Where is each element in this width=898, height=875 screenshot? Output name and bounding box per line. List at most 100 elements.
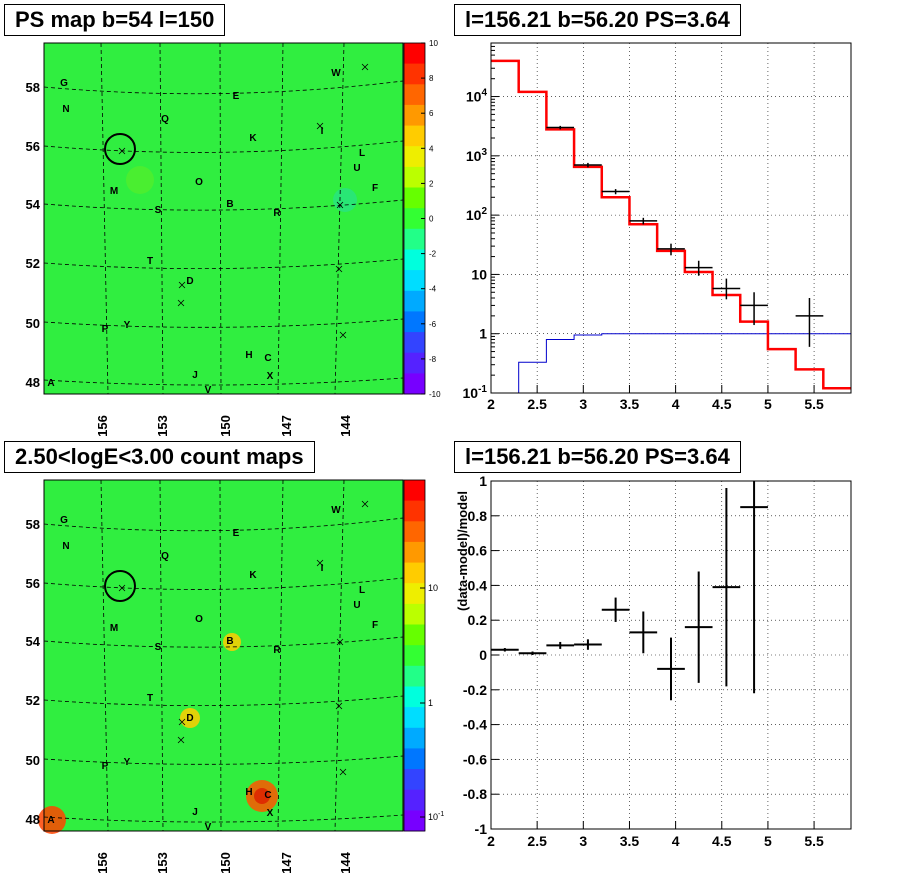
colorbar-segment (404, 352, 425, 374)
source-marker (336, 201, 344, 209)
y-tick-label: 56 (26, 139, 40, 154)
y-tick-label: 0.2 (468, 612, 488, 628)
source-label-L: L (359, 585, 365, 596)
source-label-Y: Y (124, 320, 131, 331)
colorbar-tick-label: 10 (428, 583, 438, 593)
graticule-longitude (277, 42, 284, 395)
colorbar-segment (404, 146, 425, 168)
x-tick-label: 150 (218, 415, 233, 437)
spectrum-plot: 2 2.5 3 3.5 4 4.5 5 5.5 10-1 1 10 102 103 104 (463, 42, 852, 412)
x-tick-label: 150 (218, 852, 233, 874)
plot-frame (490, 42, 852, 394)
colorbar-segment (404, 583, 425, 605)
colorbar-tick-label: 0 (429, 215, 434, 224)
spectrum-title: l=156.21 b=56.20 PS=3.64 (454, 4, 741, 36)
source-label-J: J (192, 807, 198, 818)
y-tick-label: 54 (26, 634, 41, 649)
y-tick-label: -0.6 (463, 751, 487, 767)
colorbar-segment (404, 603, 425, 625)
colorbar-segment (404, 290, 425, 312)
y-tick-label: 50 (26, 316, 40, 331)
graticule-longitude (277, 479, 284, 832)
source-label-A: A (47, 378, 54, 389)
y-tick-label: 0.8 (468, 508, 488, 524)
source-label-E: E (233, 91, 240, 102)
graticule-longitude (334, 42, 345, 395)
x-tick-label: 3.5 (620, 833, 640, 849)
spectrum-panel: 2 2.5 3 3.5 4 4.5 5 5.5 10-1 1 10 102 103 104 (463, 42, 852, 412)
colorbar-segment (404, 270, 425, 292)
source-marker (361, 63, 369, 71)
x-tick-label: 3.5 (620, 396, 640, 412)
colorbar-segment (404, 541, 425, 563)
y-tick-label: 103 (466, 147, 488, 164)
y-tick-label: 10 (471, 266, 487, 282)
source-marker (335, 265, 343, 273)
source-marker (339, 768, 347, 776)
y-tick-label: 1 (479, 326, 487, 342)
source-marker (316, 559, 324, 567)
source-label-W: W (331, 505, 341, 516)
colorbar-segment (404, 104, 425, 126)
source-marker (177, 736, 185, 744)
source-label-N: N (62, 104, 69, 115)
source-label-H: H (245, 787, 252, 798)
colorbar-segment (404, 332, 425, 354)
colorbar-tick-label: 10 (429, 39, 438, 48)
x-tick-label: 2.5 (527, 396, 547, 412)
colorbar-tick-label: 8 (429, 74, 434, 83)
graticule-latitude (43, 318, 404, 328)
colorbar-segment (404, 665, 425, 687)
source-marker (335, 702, 343, 710)
graticule-longitude (100, 42, 109, 395)
colorbar-segment (404, 187, 425, 209)
y-tick-label: 0.4 (468, 577, 488, 593)
y-tick-label: 48 (26, 812, 40, 827)
hotspot (126, 166, 154, 194)
colorbar-tick-label: -10 (429, 390, 441, 399)
colorbar-segment (404, 810, 425, 832)
y-tick-label: 50 (26, 753, 40, 768)
source-marker (336, 638, 344, 646)
y-tick-label: 10-1 (463, 384, 488, 401)
source-label-C: C (264, 790, 271, 801)
graticule-longitude (159, 479, 164, 832)
x-tick-label: 147 (279, 852, 294, 874)
source-label-K: K (249, 570, 257, 581)
map-frame (43, 479, 404, 832)
count-map-title: 2.50<logE<3.00 count maps (4, 441, 315, 473)
colorbar-segment (404, 43, 425, 65)
y-tick-label: 48 (26, 375, 40, 390)
hotspot (254, 788, 270, 804)
source-label-C: C (264, 353, 271, 364)
colorbar-segment (404, 727, 425, 749)
source-label-O: O (195, 177, 203, 188)
x-tick-label: 3 (579, 833, 587, 849)
colorbar-tick-label: 10-1 (428, 811, 444, 822)
x-tick-label: 153 (155, 852, 170, 874)
y-tick-label: 54 (26, 197, 41, 212)
source-marker (177, 299, 185, 307)
colorbar-segment (404, 562, 425, 584)
source-label-V: V (205, 822, 212, 833)
y-tick-label: -0.2 (463, 682, 487, 698)
graticule-latitude (43, 814, 404, 823)
x-tick-label: 2.5 (527, 833, 547, 849)
x-tick-label: 153 (155, 415, 170, 437)
colorbar-tick-label: -8 (429, 355, 437, 364)
source-label-L: L (359, 148, 365, 159)
source-marker (178, 718, 186, 726)
colorbar-segment (404, 125, 425, 147)
colorbar-segment (404, 84, 425, 106)
x-tick-label: 4 (672, 833, 680, 849)
colorbar-tick-label: 2 (429, 179, 434, 188)
source-label-T: T (147, 256, 153, 267)
source-label-F: F (372, 183, 378, 194)
x-tick-label: 5 (764, 833, 772, 849)
source-marker (118, 584, 126, 592)
ps-map-panel: W G E N Q K I LU F M O B S R T D P Y H C J X A V 156 153 150 147 144… (26, 39, 442, 437)
source-label-B: B (226, 199, 233, 210)
colorbar-tick-label: 4 (429, 144, 434, 153)
graticule-latitude (43, 755, 404, 765)
colorbar-segment (404, 480, 425, 502)
